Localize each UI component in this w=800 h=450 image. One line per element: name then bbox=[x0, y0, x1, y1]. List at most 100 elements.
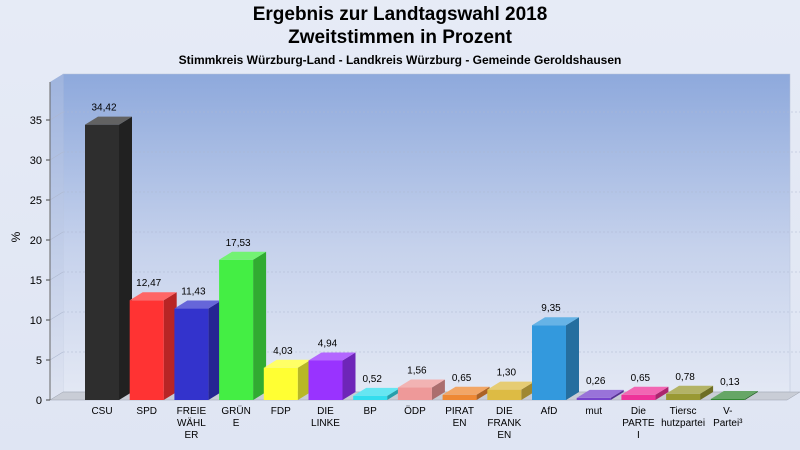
x-tick-label: E bbox=[233, 418, 240, 429]
bar-side bbox=[208, 300, 222, 400]
bar-front bbox=[576, 397, 611, 400]
bar-front bbox=[397, 387, 432, 400]
bar-front bbox=[621, 394, 656, 400]
y-tick-label: 20 bbox=[30, 235, 42, 247]
x-tick-label: EN bbox=[497, 430, 511, 441]
value-labels: 34,42 12,47 11,43 17,53 4,03 4,94 0,52 1,56 0,65… bbox=[91, 103, 739, 388]
x-tick-label: Die bbox=[631, 406, 646, 417]
value-label: 1,56 bbox=[407, 366, 427, 377]
x-tick-label: BP bbox=[364, 406, 378, 417]
y-tick-label: 0 bbox=[36, 395, 42, 407]
value-label: 0,13 bbox=[720, 377, 740, 388]
bar-top bbox=[263, 359, 311, 368]
bar bbox=[710, 390, 758, 400]
bar-side bbox=[163, 292, 177, 400]
bar-side bbox=[297, 359, 311, 400]
bar-top bbox=[174, 300, 222, 309]
chart-title: Ergebnis zur Landtagswahl 2018 bbox=[252, 4, 548, 25]
bar bbox=[219, 251, 267, 400]
x-tick-label: FREIE bbox=[177, 406, 207, 417]
bar bbox=[666, 385, 714, 400]
x-tick-label: hutzpartei bbox=[661, 418, 705, 429]
y-tick-label: 30 bbox=[30, 155, 42, 167]
chart-subtitle: Zweitstimmen in Prozent bbox=[288, 27, 512, 48]
value-label: 0,65 bbox=[452, 373, 472, 384]
bar-side bbox=[566, 317, 579, 400]
x-tick-label: Partei³ bbox=[713, 418, 743, 429]
bar-front bbox=[487, 389, 522, 400]
gridline-side bbox=[49, 191, 64, 201]
bar bbox=[129, 292, 177, 400]
bar bbox=[442, 386, 490, 400]
bar bbox=[308, 352, 356, 400]
y-axis-label: % bbox=[9, 231, 23, 242]
bar-side bbox=[655, 386, 669, 400]
y-tick-label: 35 bbox=[30, 115, 42, 127]
bar-top bbox=[442, 386, 490, 395]
bar-top bbox=[129, 292, 177, 301]
bar bbox=[487, 381, 535, 400]
x-tick-label: WÄHL bbox=[177, 417, 206, 429]
bar-side bbox=[387, 387, 401, 400]
bar-front bbox=[353, 395, 388, 400]
bar-top bbox=[487, 381, 535, 390]
bar-side bbox=[744, 390, 758, 400]
bar-front bbox=[710, 398, 745, 400]
x-tick-label: I bbox=[637, 430, 640, 441]
bar-top bbox=[85, 116, 132, 125]
value-label: 0,78 bbox=[675, 372, 695, 383]
y-tick-label: 25 bbox=[30, 195, 42, 207]
bar-top bbox=[666, 385, 714, 394]
bar-top bbox=[710, 390, 758, 399]
bar-front bbox=[263, 367, 298, 400]
x-tick-label: SPD bbox=[136, 406, 157, 417]
bar-top bbox=[397, 379, 445, 388]
side-wall bbox=[50, 74, 63, 400]
bar bbox=[353, 387, 401, 400]
x-tick-label: mut bbox=[585, 406, 602, 417]
bar-front bbox=[308, 360, 343, 400]
value-label: 0,65 bbox=[631, 373, 651, 384]
x-tick-label: V- bbox=[723, 406, 732, 417]
bar-top bbox=[219, 251, 267, 260]
gridline-side bbox=[49, 151, 64, 161]
x-tick-label: EN bbox=[453, 418, 467, 429]
gridline-side bbox=[49, 231, 64, 241]
y-tick-label: 5 bbox=[36, 355, 42, 367]
gridline-side bbox=[49, 271, 64, 281]
bar-front bbox=[129, 300, 164, 400]
bar bbox=[85, 116, 132, 400]
value-label: 0,26 bbox=[586, 376, 606, 387]
y-axis: 0 5 10 15 20 25 30 35% bbox=[9, 82, 51, 407]
bar-side bbox=[253, 251, 267, 400]
x-tick-label: FDP bbox=[271, 406, 291, 417]
x-tick-label: ER bbox=[184, 430, 198, 441]
value-label: 34,42 bbox=[91, 103, 116, 114]
y-tick-label: 15 bbox=[30, 275, 42, 287]
bar bbox=[576, 389, 624, 400]
x-tick-label: DIE bbox=[496, 406, 513, 417]
x-tick-label: LINKE bbox=[311, 418, 340, 429]
bar-front bbox=[532, 325, 566, 400]
bar bbox=[621, 386, 669, 400]
bar-front bbox=[85, 124, 119, 400]
bar bbox=[263, 359, 311, 400]
bar-top bbox=[308, 352, 356, 361]
value-label: 4,03 bbox=[273, 346, 293, 357]
chart-region-subtitle: Stimmkreis Würzburg-Land - Landkreis Wür… bbox=[178, 53, 622, 67]
bar-front bbox=[174, 308, 209, 400]
bar-side bbox=[610, 389, 624, 400]
bar-side bbox=[700, 385, 714, 400]
bar-front bbox=[442, 394, 477, 400]
x-tick-label: CSU bbox=[91, 406, 112, 417]
value-label: 17,53 bbox=[226, 238, 251, 249]
x-tick-label: DIE bbox=[317, 406, 334, 417]
bars bbox=[85, 116, 758, 400]
x-tick-label: PIRAT bbox=[445, 406, 474, 417]
value-label: 9,35 bbox=[541, 303, 561, 314]
x-tick-label: ÖDP bbox=[404, 405, 426, 417]
x-tick-label: AfD bbox=[541, 406, 558, 417]
bar-side bbox=[119, 116, 132, 400]
